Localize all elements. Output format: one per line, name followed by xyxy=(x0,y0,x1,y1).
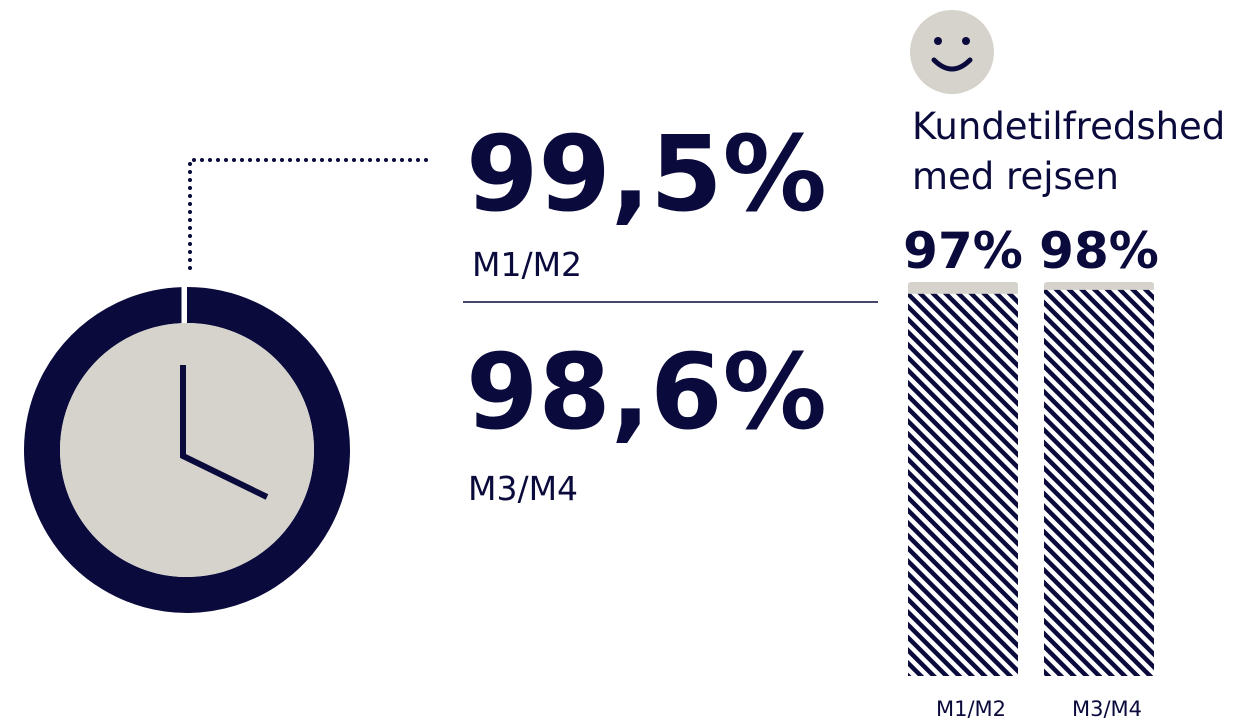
bar xyxy=(1044,289,1154,676)
smiley-mouth xyxy=(931,57,973,72)
smiley-face xyxy=(910,10,994,94)
punctuality-ring xyxy=(24,287,351,613)
smiley-eye xyxy=(962,37,970,45)
clock-face xyxy=(60,323,314,577)
punctuality-value: 99,5% xyxy=(466,113,827,235)
connector xyxy=(188,158,434,270)
punctuality-label: M1/M2 xyxy=(472,245,582,284)
bar-value-label: 97% xyxy=(903,222,1023,280)
bar-value-label: 98% xyxy=(1039,222,1159,280)
x-tick-label: M3/M4 xyxy=(1072,697,1142,721)
bar xyxy=(908,293,1018,676)
clock-hands xyxy=(180,365,269,500)
x-tick-label: M1/M2 xyxy=(936,697,1006,721)
punctuality-label: M3/M4 xyxy=(468,469,578,508)
smiley-eye xyxy=(934,37,942,45)
bar-title: Kundetilfredshed med rejsen xyxy=(912,105,1226,198)
punctuality-value: 98,6% xyxy=(466,331,827,453)
